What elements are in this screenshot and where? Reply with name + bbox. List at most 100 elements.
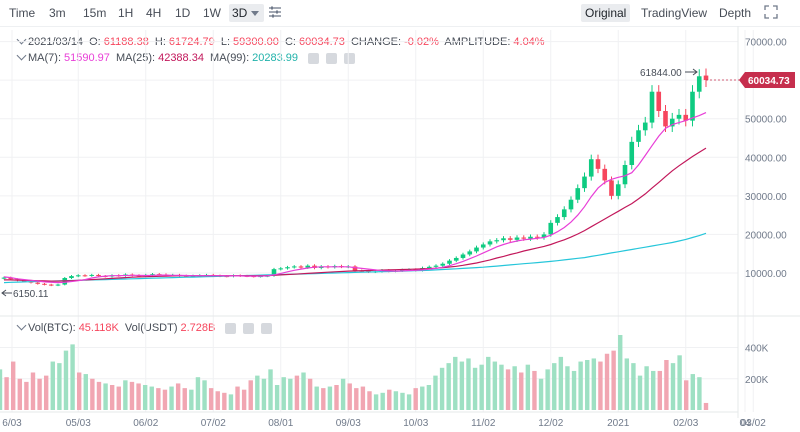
candle-body: [615, 184, 621, 196]
settings-icon[interactable]: [243, 322, 255, 334]
candle-body: [305, 265, 311, 268]
candle-body: [285, 267, 290, 269]
volume-bar: [228, 394, 234, 410]
volume-bar: [248, 380, 253, 410]
close-icon[interactable]: [344, 52, 356, 64]
candle-body: [487, 241, 493, 245]
price-candles: [1, 68, 709, 287]
eye-icon[interactable]: [308, 52, 320, 64]
interval-1h[interactable]: 1H: [118, 6, 134, 20]
price-tick-label: 70000.00: [745, 38, 787, 49]
candle-body: [656, 91, 662, 111]
max-price-label: 61844.00: [640, 68, 682, 79]
candle-body: [663, 111, 668, 127]
candle-body: [271, 269, 277, 276]
time-tick-label: 2021: [607, 418, 630, 429]
volume-bar: [380, 392, 385, 410]
arrow-right-icon: [685, 68, 698, 76]
volume-bar: [433, 375, 438, 410]
volume-bar: [123, 380, 128, 410]
candle-body: [440, 263, 446, 266]
candle-body: [480, 244, 486, 248]
volume-bar: [24, 381, 29, 410]
volume-bar: [96, 381, 102, 410]
min-price-label: 6150.11: [13, 289, 49, 300]
volume-bar: [4, 377, 9, 410]
time-tick-label: 11/02: [471, 418, 496, 429]
view-tradingview[interactable]: TradingView: [641, 6, 708, 20]
volume-bar: [347, 383, 352, 410]
volume-bar: [129, 381, 135, 410]
volume-tick-label: 200K: [745, 375, 769, 386]
volume-bar: [340, 378, 346, 410]
interval-time[interactable]: Time: [9, 6, 36, 20]
price-tick-label: 50000.00: [745, 115, 787, 126]
volume-bar: [116, 386, 121, 410]
candle-body: [35, 282, 41, 284]
last-price-tag: [739, 72, 795, 89]
time-tick-label: 07/02: [201, 418, 226, 429]
close-icon[interactable]: [261, 322, 273, 334]
ma99-label: MA(99):: [210, 52, 250, 64]
fullscreen-icon[interactable]: [764, 5, 778, 19]
volume-bar: [182, 388, 187, 410]
volume-bar: [63, 350, 69, 410]
volume-bar: [486, 356, 491, 410]
volume-bar: [17, 378, 22, 410]
settings-icon[interactable]: [326, 52, 338, 64]
volume-bar: [631, 363, 636, 410]
interval-3d-dropdown[interactable]: 3D: [229, 4, 265, 22]
time-tick-label: 06/02: [133, 418, 158, 429]
volume-bar: [301, 372, 306, 410]
volume-bar: [222, 392, 227, 410]
candle-body: [150, 274, 155, 276]
volume-bar: [420, 386, 425, 410]
volume-bar: [651, 370, 656, 410]
time-tick-label: 6/03: [2, 418, 22, 429]
settings-sliders-icon[interactable]: [268, 5, 282, 19]
volume-bar: [472, 367, 478, 410]
candle-body: [629, 141, 635, 165]
volume-bar: [585, 360, 590, 410]
volume-bar: [387, 389, 392, 410]
candle-body: [582, 176, 587, 189]
volume-bar: [268, 369, 273, 410]
volume-bar: [604, 353, 610, 410]
candle-body: [642, 122, 648, 131]
candle-body: [447, 260, 452, 264]
candle-body: [588, 159, 594, 177]
volume-bar: [492, 361, 498, 410]
volume-bar: [598, 361, 603, 410]
interval-15m[interactable]: 15m: [83, 6, 107, 20]
interval-3m[interactable]: 3m: [49, 6, 66, 20]
ma25-line: [4, 147, 707, 282]
volume-bar: [453, 356, 458, 410]
candle-body: [548, 222, 554, 235]
vol-btc-value: 45.118K: [78, 322, 119, 334]
interval-1w[interactable]: 1W: [203, 6, 221, 20]
candle-body: [55, 284, 61, 286]
candle-body: [96, 274, 101, 277]
volume-bar: [479, 364, 484, 410]
candle-body: [426, 266, 432, 268]
candle-body: [89, 274, 95, 276]
ma99-line: [3, 232, 707, 284]
eye-icon[interactable]: [225, 322, 237, 334]
view-depth[interactable]: Depth: [719, 6, 752, 20]
interval-4h[interactable]: 4H: [146, 6, 162, 20]
volume-bar: [532, 370, 537, 410]
volume-bar: [512, 366, 517, 410]
candle-body: [609, 180, 614, 196]
ma7-value: 51590.97: [64, 52, 110, 64]
volume-bar: [294, 375, 300, 410]
candle-body: [21, 280, 27, 282]
interval-1d[interactable]: 1D: [175, 6, 191, 20]
candle-body: [1, 277, 7, 279]
volume-bar: [189, 389, 194, 410]
volume-bar: [261, 378, 267, 410]
view-original[interactable]: Original: [581, 4, 631, 22]
volume-bar: [103, 383, 108, 410]
volume-bar: [552, 363, 557, 410]
volume-bar: [288, 378, 293, 410]
